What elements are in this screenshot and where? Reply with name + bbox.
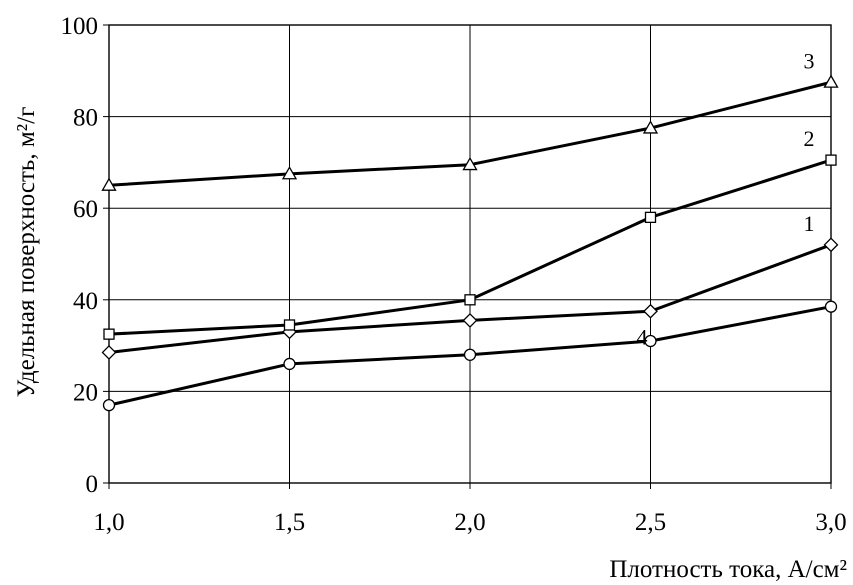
x-tick-label: 1,5 xyxy=(274,509,305,536)
diamond-marker xyxy=(823,237,839,253)
triangle-marker xyxy=(823,74,839,88)
grid xyxy=(103,24,832,489)
y-tick-label: 60 xyxy=(73,196,98,223)
series-label-1: 1 xyxy=(804,211,815,236)
tick-labels: 1,0 1,5 2,0 2,5 3,0 0 20 40 60 80 100 xyxy=(61,13,847,536)
x-tick-label: 2,5 xyxy=(635,509,666,536)
square-marker xyxy=(825,154,837,166)
square-marker xyxy=(283,319,296,331)
diamond-marker xyxy=(101,345,117,360)
y-axis-label: Удельная поверхность, м²/г xyxy=(13,107,40,398)
x-axis-label: Плотность тока, А/см² xyxy=(609,556,847,583)
x-tick-label: 2,0 xyxy=(454,509,485,536)
square-marker xyxy=(103,328,115,340)
square-marker xyxy=(644,211,657,224)
triangle-marker xyxy=(281,166,298,180)
y-tick-label: 0 xyxy=(86,471,99,498)
triangle-marker xyxy=(462,156,478,171)
y-tick-label: 20 xyxy=(73,379,98,406)
y-tick-label: 40 xyxy=(73,288,98,315)
data-points xyxy=(101,74,839,412)
circle-marker xyxy=(824,300,838,313)
y-tick-label: 100 xyxy=(61,13,99,40)
square-marker xyxy=(464,294,476,306)
series-label-2: 2 xyxy=(804,126,815,151)
circle-marker xyxy=(644,334,657,348)
plot-frame xyxy=(108,24,832,484)
triangle-marker xyxy=(642,120,659,134)
series-label-3: 3 xyxy=(804,48,815,73)
x-tick-label: 3,0 xyxy=(815,509,846,536)
circle-marker xyxy=(463,348,477,361)
series-labels: 1 2 3 4 xyxy=(637,48,815,349)
x-tick-label: 1,0 xyxy=(93,509,124,536)
diamond-marker xyxy=(462,312,478,328)
circle-marker xyxy=(102,398,116,412)
triangle-marker xyxy=(101,177,117,191)
y-tick-label: 80 xyxy=(73,105,98,132)
series-label-4: 4 xyxy=(637,325,648,350)
diamond-marker xyxy=(643,303,658,319)
circle-marker xyxy=(283,357,296,371)
